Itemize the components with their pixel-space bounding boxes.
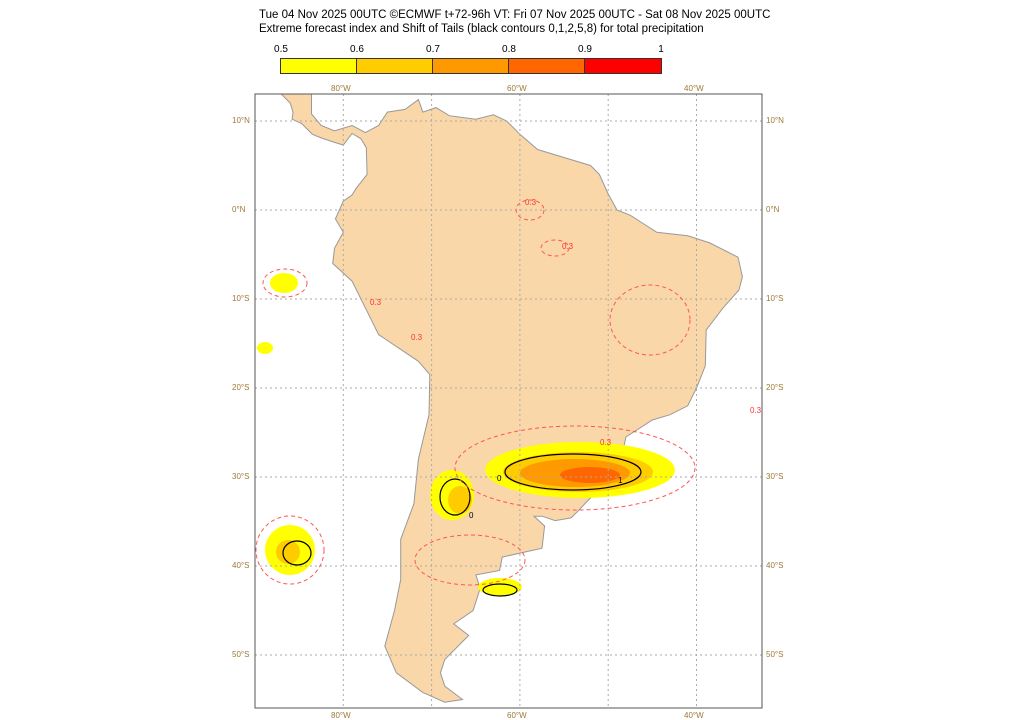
- lat-label: 10°N: [232, 116, 250, 125]
- sot-contour: [439, 478, 471, 516]
- efi-0.3-contour: [255, 515, 325, 585]
- contour-label: 0.3: [525, 198, 537, 207]
- colorbar-tick: 0.8: [502, 44, 516, 55]
- sot-contour: [282, 540, 312, 566]
- contour-label: 0.3: [750, 406, 762, 415]
- lat-label: 0°N: [766, 205, 780, 214]
- lat-label: 10°S: [232, 294, 250, 303]
- contour-label: 1: [618, 476, 623, 485]
- lat-label: 20°S: [232, 383, 250, 392]
- efi-area: [276, 540, 300, 564]
- contours: 0.3 0.3 0.3 0.3 0.3 0.3 0 0 1: [255, 198, 762, 597]
- colorbar-bin-0.9-1: [584, 58, 662, 74]
- contour-label: 0: [497, 474, 502, 483]
- lat-label: 50°S: [766, 650, 784, 659]
- lat-label: 20°S: [766, 383, 784, 392]
- efi-0.3-contour: [515, 199, 545, 221]
- lat-label: 30°S: [232, 472, 250, 481]
- contour-label: 0.3: [600, 438, 612, 447]
- efi-shading: [257, 273, 675, 596]
- lon-label-top: 80°W: [331, 84, 351, 93]
- sot-contour: [504, 453, 642, 491]
- title-line-1: Tue 04 Nov 2025 00UTC ©ECMWF t+72-96h VT…: [259, 9, 771, 21]
- efi-0.3-contour: [454, 425, 696, 511]
- efi-area: [560, 467, 620, 483]
- contour-label: 0.3: [562, 242, 574, 251]
- lat-label: 0°N: [232, 205, 246, 214]
- contour-label: 0: [469, 511, 474, 520]
- efi-area: [270, 273, 298, 293]
- map-frame: [254, 93, 763, 709]
- colorbar-tick: 0.5: [274, 44, 288, 55]
- graticule: [255, 94, 762, 708]
- sot-contour: [482, 583, 518, 597]
- efi-area: [478, 578, 522, 596]
- lat-label: 50°S: [232, 650, 250, 659]
- contour-label: 0.3: [411, 333, 423, 342]
- efi-0.3-contour: [262, 268, 308, 298]
- colorbar-tick: 0.6: [350, 44, 364, 55]
- lon-label-bottom: 80°W: [331, 711, 351, 720]
- efi-0.3-contour: [609, 284, 691, 356]
- efi-area: [257, 342, 273, 354]
- title-line-2: Extreme forecast index and Shift of Tail…: [259, 23, 704, 35]
- contour-label: 0.3: [370, 298, 382, 307]
- lon-label-top: 60°W: [507, 84, 527, 93]
- lon-label-top: 40°W: [684, 84, 704, 93]
- colorbar-tick: 1: [658, 44, 664, 55]
- lon-label-bottom: 60°W: [507, 711, 527, 720]
- south-america-land: [279, 94, 743, 703]
- efi-0.3-contour: [540, 239, 570, 257]
- colorbar-tick: 0.9: [578, 44, 592, 55]
- lat-label: 30°S: [766, 472, 784, 481]
- efi-0.3-contour: [414, 534, 526, 586]
- lat-label: 40°S: [766, 561, 784, 570]
- lat-label: 40°S: [232, 561, 250, 570]
- lon-label-bottom: 40°W: [684, 711, 704, 720]
- lat-label: 10°N: [766, 116, 784, 125]
- colorbar-tick: 0.7: [426, 44, 440, 55]
- efi-area: [448, 486, 472, 514]
- lat-label: 10°S: [766, 294, 784, 303]
